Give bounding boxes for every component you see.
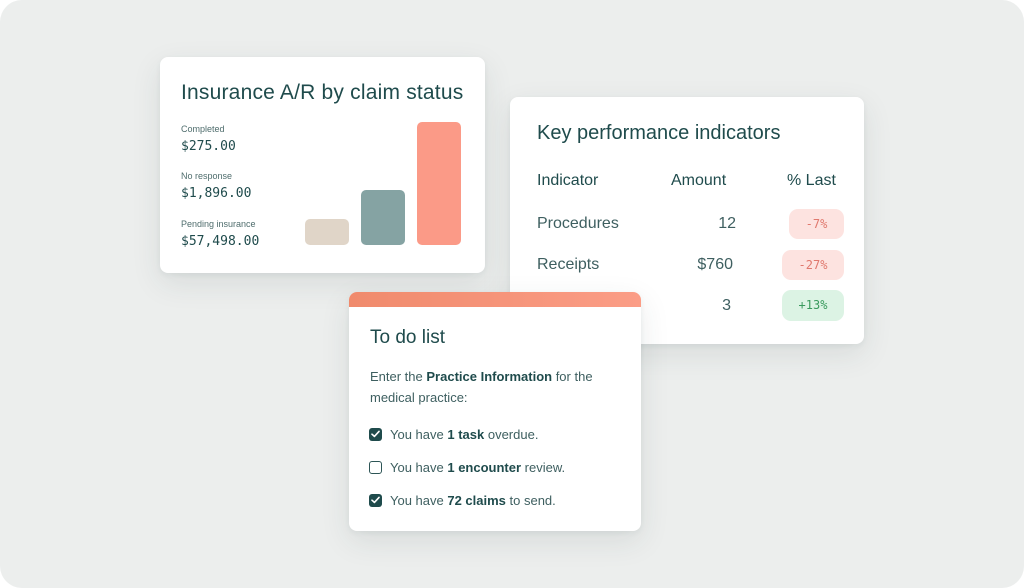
insurance-ar-card: Insurance A/R by claim status Completed … [160,57,485,273]
kpi-change-badge: -7% [789,209,844,239]
kpi-row-indicator: Receipts [537,256,600,273]
kpi-change-badge: +13% [782,290,844,321]
kpi-card-title: Key performance indicators [537,122,781,144]
task-text: You have 72 claims to send. [390,492,556,508]
todo-list-card: To do list Enter the Practice Informatio… [349,292,641,531]
stat-label-completed: Completed [181,124,225,134]
stat-label-pending-insurance: Pending insurance [181,219,256,229]
todo-accent-bar [349,292,641,307]
task-text: You have 1 encounter review. [390,459,566,475]
todo-description: Enter the Practice Information for the m… [370,369,593,405]
bar-pending-insurance [417,122,461,245]
practice-information-link[interactable]: Practice Information [426,369,553,384]
ar-card-title: Insurance A/R by claim status [181,81,464,104]
task-text: You have 1 task overdue. [390,426,539,442]
checkbox-unchecked-icon[interactable] [369,460,382,474]
kpi-header-amount: Amount [671,172,727,189]
bar-completed [305,219,349,245]
kpi-row-amount: 3 [722,297,731,314]
todo-task-item[interactable]: You have 1 encounter review. [369,458,565,476]
todo-card-title: To do list [370,327,445,348]
kpi-row-indicator: Procedures [537,215,619,232]
claim-status-bar-chart [305,122,461,245]
kpi-row-amount: $760 [697,256,733,273]
todo-task-item[interactable]: You have 72 claims to send. [369,491,556,509]
checkbox-checked-icon[interactable] [369,427,382,441]
stat-label-no-response: No response [181,171,233,181]
kpi-header-indicator: Indicator [537,172,599,189]
bar-no-response [361,190,405,245]
kpi-header-last: % Last [787,172,836,189]
kpi-row-amount: 12 [718,215,736,232]
kpi-change-badge: -27% [782,250,844,280]
stat-value-completed: $275.00 [181,139,236,154]
todo-task-item[interactable]: You have 1 task overdue. [369,425,538,443]
checkbox-checked-icon[interactable] [369,493,382,507]
stat-value-no-response: $1,896.00 [181,186,252,201]
stat-value-pending-insurance: $57,498.00 [181,234,260,249]
